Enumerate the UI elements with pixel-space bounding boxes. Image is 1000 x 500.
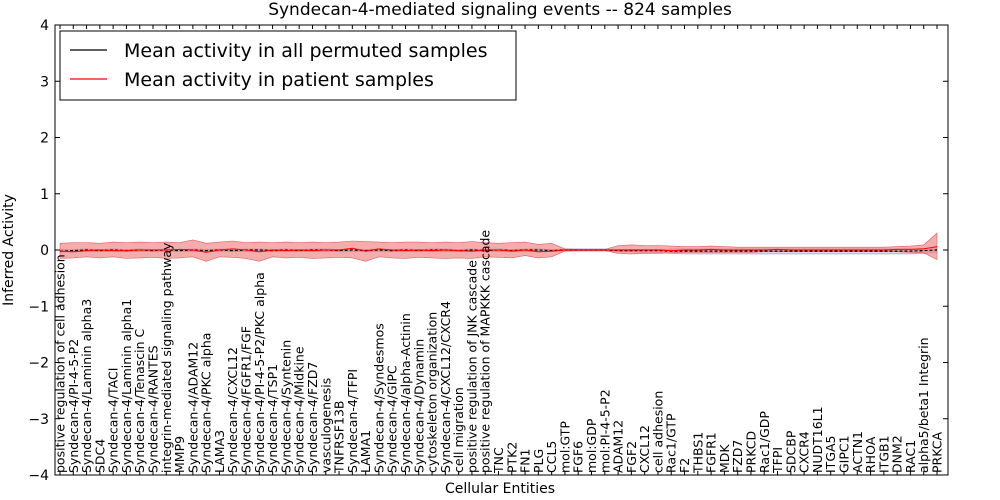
x-tick-label: GIPC1	[837, 435, 852, 473]
x-tick-label: Syndecan-4/Laminin alpha1	[119, 299, 134, 473]
x-tick-label: Syndecan-4/TSP1	[265, 364, 280, 473]
x-tick-label: integrin-mediated signaling pathway	[159, 242, 174, 473]
x-tick-label: FGFR1	[704, 432, 719, 473]
x-tick-label: LAMA3	[212, 430, 227, 473]
x-tick-label: Rac1/GDP	[757, 411, 772, 473]
x-tick-label: Syndecan-4/Midkine	[292, 346, 307, 473]
y-tick-label: 1	[40, 187, 49, 203]
legend-label-patient: Mean activity in patient samples	[124, 69, 434, 91]
x-tick-label: positive regulation of JNK cascade	[464, 260, 479, 473]
y-tick-label: 3	[40, 74, 49, 90]
x-tick-label: DNM2	[890, 435, 905, 473]
x-tick-label: THBS1	[690, 432, 705, 474]
x-tick-label: Syndecan-4/PKC alpha	[199, 333, 214, 473]
legend: Mean activity in all permuted samples Me…	[59, 30, 517, 101]
x-tick-label: Syndecan-4/Syndesmos	[371, 323, 386, 473]
x-tick-label: ITGB1	[876, 435, 891, 473]
x-tick-label: alpha5/beta1 Integrin	[916, 337, 931, 473]
series-lines	[59, 246, 938, 253]
x-tick-label: LAMA1	[358, 430, 373, 473]
x-tick-label: NUDT16L1	[810, 406, 825, 473]
y-tick-label: −2	[28, 356, 49, 372]
x-tick-label: Syndecan-4/alpha-Actinin	[398, 313, 413, 473]
x-tick-label: MDK	[717, 444, 732, 473]
x-tick-label: cell migration	[451, 387, 466, 473]
y-tick-label: −3	[28, 412, 49, 428]
y-axis-label: Inferred Activity	[1, 194, 17, 306]
x-tick-label: positive regulation of MAPKKK cascade	[478, 230, 493, 473]
y-axis: 4 3 2 1 0 −1 −2 −3 −4	[28, 18, 948, 484]
x-tick-label: TFPI	[770, 447, 785, 474]
x-tick-label: PTK2	[504, 442, 519, 473]
x-tick-label: Syndecan-4/Dynamin	[411, 339, 426, 473]
x-tick-label: cell adhesion	[651, 391, 666, 473]
x-tick-label: SDCBP	[783, 430, 798, 473]
x-tick-label: Syndecan-4/TFPI	[345, 369, 360, 473]
x-axis-label: Cellular Entities	[445, 481, 555, 497]
y-tick-label: −4	[28, 468, 49, 484]
x-tick-label: RAC1	[903, 440, 918, 473]
x-tick-label: Syndecan-4/GIPC	[385, 365, 400, 473]
y-tick-label: 2	[40, 131, 49, 147]
x-tick-label: Syndecan-4/Tenascin C	[132, 328, 147, 473]
x-tick-label: Rac1/GTP	[664, 413, 679, 473]
line-patient	[59, 246, 938, 253]
x-tick-label: Syndecan-4/PI-4-5-P2/PKC alpha	[252, 272, 267, 473]
y-tick-label: −1	[28, 299, 49, 315]
band-patient	[59, 232, 938, 262]
x-tick-label: FGF2	[624, 441, 639, 473]
x-tick-label: SDC4	[92, 439, 107, 473]
x-tick-label: FN1	[518, 449, 533, 474]
x-tick-label: Syndecan-4/PI-4-5-P2	[66, 339, 81, 473]
x-tick-label: ACTN1	[850, 431, 865, 473]
x-tick-label: cytoskeleton organization	[425, 312, 440, 473]
y-tick-label: 4	[40, 18, 49, 34]
x-tick-label: ITGA5	[823, 435, 838, 473]
x-tick-label: Syndecan-4/CXCL12	[225, 347, 240, 473]
x-tick-label: Syndecan-4/RANTES	[146, 345, 161, 473]
x-tick-label: FZD7	[730, 440, 745, 473]
x-tick-label: Syndecan-4/Laminin alpha3	[79, 299, 94, 473]
x-tick-label: Syndecan-4/TACI	[106, 368, 121, 473]
x-tick-label: MMP9	[172, 436, 187, 473]
legend-frame	[59, 30, 517, 101]
x-tick-label: Syndecan-4/ADAM12	[185, 342, 200, 473]
x-tick-label: PRKCA	[930, 432, 945, 473]
x-tick-label: positive regulation of cell adhesion	[53, 254, 68, 473]
legend-label-permuted: Mean activity in all permuted samples	[124, 40, 487, 62]
x-tick-label: CXCL12	[637, 425, 652, 473]
x-tick-label: F2	[677, 458, 692, 473]
x-tick-label: Syndecan-4/FGFR1/FGF	[239, 326, 254, 473]
x-axis: positive regulation of cell adhesionSynd…	[53, 25, 945, 475]
x-tick-label: mol:GDP	[584, 418, 599, 473]
x-tick-label: TNC	[491, 447, 506, 474]
x-tick-label: FGF6	[571, 441, 586, 473]
x-tick-label: mol:PI-4-5-P2	[597, 389, 612, 473]
x-tick-label: Syndecan-4/CXCL12/CXCR4	[438, 301, 453, 473]
x-tick-label: mol:GTP	[557, 421, 572, 473]
x-tick-label: PLG	[531, 449, 546, 473]
x-tick-label: TNFRSF13B	[332, 401, 347, 474]
chart-title: Syndecan-4-mediated signaling events -- …	[268, 0, 732, 20]
x-tick-label: ADAM12	[611, 420, 626, 473]
x-tick-label: CCL5	[544, 441, 559, 473]
y-tick-label: 0	[40, 243, 49, 259]
line-permuted	[59, 249, 938, 252]
x-tick-label: Syndecan-4/Syntenin	[278, 340, 293, 473]
x-tick-label: PRKCD	[744, 431, 759, 473]
x-tick-label: RHOA	[863, 436, 878, 473]
x-tick-label: CXCR4	[797, 431, 812, 473]
x-tick-label: vasculogenesis	[318, 378, 333, 473]
x-tick-label: Syndecan-4/FZD7	[305, 362, 320, 473]
